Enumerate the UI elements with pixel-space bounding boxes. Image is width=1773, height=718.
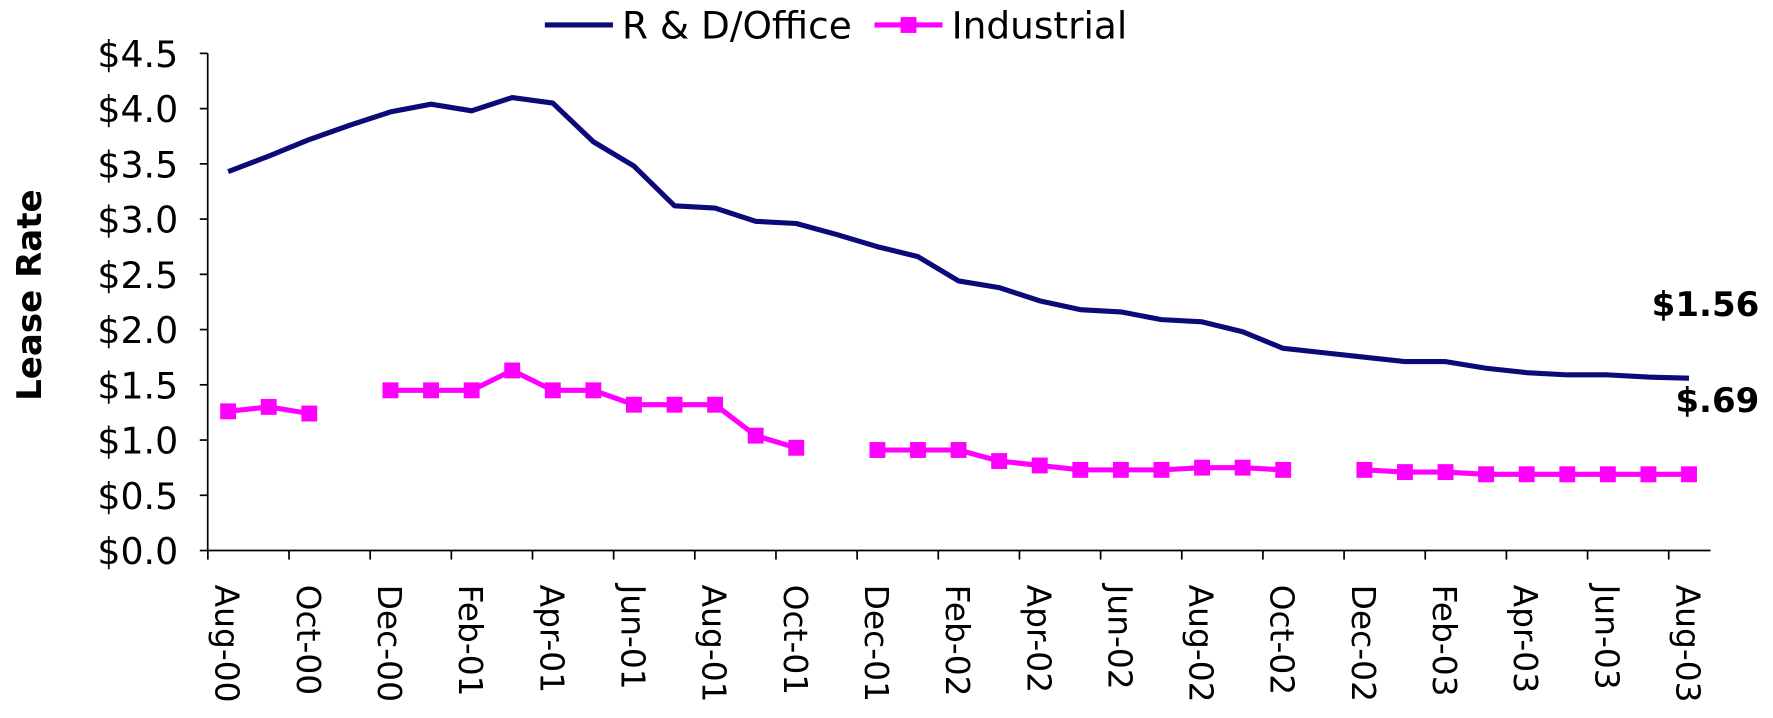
point-marker	[1072, 461, 1089, 478]
point-marker	[504, 362, 521, 379]
legend-label: Industrial	[952, 4, 1128, 48]
y-tick-label: $1.0	[97, 420, 178, 463]
point-marker	[910, 442, 926, 458]
series-line	[227, 367, 1690, 477]
x-tick-label: Aug-00	[208, 585, 247, 703]
y-tick-label: $2.0	[97, 309, 178, 352]
y-tick-label: $4.0	[97, 88, 178, 131]
point-marker	[1640, 466, 1657, 483]
point-marker	[1518, 466, 1535, 483]
y-tick-label: $3.0	[97, 199, 178, 242]
legend-label: R & D/Office	[622, 4, 852, 48]
x-tick-label: Dec-01	[857, 585, 896, 702]
point-marker	[220, 403, 237, 420]
point-marker	[1112, 461, 1129, 478]
point-marker	[423, 382, 439, 399]
y-tick-label: $2.5	[97, 254, 178, 297]
x-tick-label: Apr-01	[532, 585, 571, 694]
y-tick-label: $4.5	[97, 33, 178, 76]
x-tick-label: Oct-01	[776, 585, 815, 696]
x-tick-label: Jun-02	[1100, 583, 1139, 690]
y-tick-label: $1.5	[97, 364, 178, 407]
y-tick-label: $3.5	[97, 143, 178, 186]
point-marker	[544, 382, 561, 399]
x-tick-label: Apr-03	[1506, 585, 1545, 694]
x-tick-label: Oct-00	[289, 585, 328, 696]
point-marker	[1559, 466, 1576, 483]
point-marker	[1031, 457, 1048, 474]
point-marker	[1478, 466, 1495, 483]
x-tick-label: Dec-00	[370, 585, 409, 702]
x-tick-label: Aug-02	[1182, 585, 1221, 703]
point-marker	[382, 382, 399, 399]
y-axis-label: Lease Rate	[10, 189, 50, 401]
x-tick-label: Jun-01	[613, 583, 652, 690]
y-tick-label: $0.5	[97, 475, 178, 518]
point-marker	[1234, 459, 1251, 476]
point-marker	[1275, 461, 1292, 478]
point-marker	[1194, 459, 1210, 476]
point-marker	[788, 439, 805, 456]
series-line	[227, 95, 1690, 381]
point-marker	[463, 382, 480, 399]
point-marker	[666, 396, 683, 413]
legend-marker	[900, 17, 917, 33]
point-marker	[625, 396, 642, 413]
point-marker	[1599, 466, 1616, 483]
x-tick-label: Aug-03	[1669, 585, 1708, 703]
point-marker	[707, 396, 724, 413]
x-tick-label: Oct-02	[1263, 585, 1302, 696]
point-marker	[1356, 461, 1373, 478]
x-tick-label: Feb-03	[1425, 585, 1464, 697]
point-marker	[950, 442, 967, 458]
point-marker	[260, 398, 277, 415]
x-tick-label: Apr-02	[1019, 585, 1058, 694]
x-tick-label: Aug-01	[695, 585, 734, 703]
point-marker	[991, 453, 1008, 469]
point-marker	[869, 442, 886, 458]
end-annotation: $1.56	[1652, 285, 1760, 325]
point-marker	[1681, 466, 1697, 483]
point-marker	[1397, 464, 1413, 481]
x-tick-label: Jun-03	[1587, 583, 1626, 690]
end-annotation: $.69	[1675, 381, 1759, 421]
x-tick-label: Feb-02	[938, 585, 977, 697]
x-tick-label: Feb-01	[451, 585, 490, 697]
x-tick-label: Dec-02	[1344, 585, 1383, 702]
point-marker	[585, 382, 602, 399]
point-marker	[1153, 461, 1170, 478]
point-marker	[1437, 464, 1454, 481]
point-marker	[301, 405, 318, 422]
point-marker	[747, 427, 764, 444]
y-tick-label: $0.0	[97, 530, 178, 573]
